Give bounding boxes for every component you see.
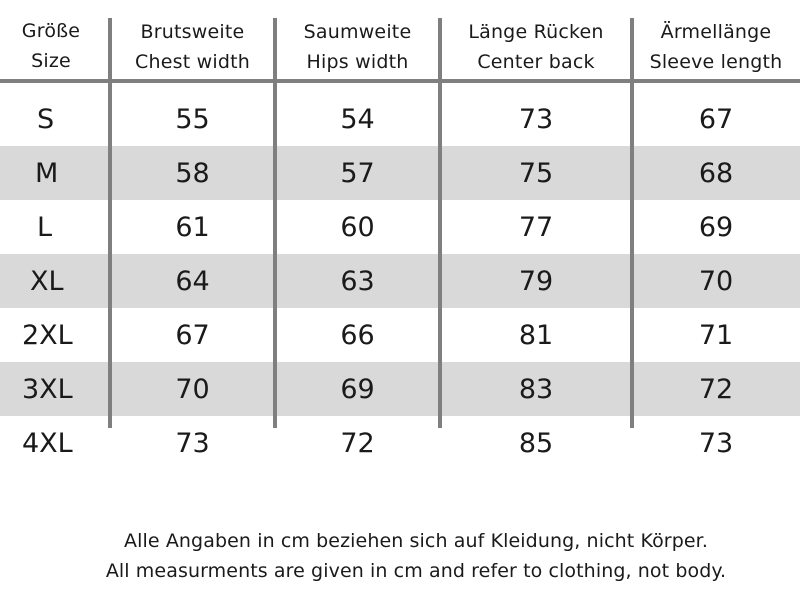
hips-cell: 69 (340, 373, 375, 405)
note-german: Alle Angaben in cm beziehen sich auf Kle… (124, 530, 708, 552)
back-cell: 85 (518, 427, 554, 459)
back-cell: 75 (518, 157, 554, 189)
sleeve-cell: 73 (698, 427, 734, 459)
header-chest-width: Brutsweite Chest width (110, 14, 275, 80)
header-size: Größe Size (0, 14, 110, 80)
table-row: L 61 60 77 69 (0, 200, 800, 254)
sleeve-cell: 69 (698, 211, 734, 243)
chest-cell: 64 (175, 265, 210, 297)
back-cell: 83 (518, 373, 554, 405)
header-chest-line2: Chest width (135, 51, 250, 73)
header-hips-width: Saumweite Hips width (275, 14, 440, 80)
hips-cell: 57 (340, 157, 375, 189)
chest-cell: 61 (175, 211, 210, 243)
hips-cell: 72 (340, 427, 375, 459)
sleeve-cell: 67 (698, 103, 734, 135)
column-divider (438, 18, 442, 428)
size-cell: XL (30, 265, 64, 297)
sleeve-cell: 68 (698, 157, 734, 189)
header-sleeve-line2: Sleeve length (649, 51, 783, 73)
back-cell: 79 (518, 265, 554, 297)
table-row: 2XL 67 66 81 71 (0, 308, 800, 362)
back-cell: 73 (518, 103, 554, 135)
chest-cell: 58 (175, 157, 210, 189)
column-divider (108, 18, 112, 428)
header-sleeve-line1: Ärmellänge (660, 21, 772, 43)
size-cell: 3XL (22, 373, 73, 405)
chest-cell: 67 (175, 319, 210, 351)
header-back-line1: Länge Rücken (468, 21, 604, 43)
size-cell: M (35, 157, 59, 189)
header-size-line2: Size (31, 50, 71, 72)
sleeve-cell: 72 (698, 373, 734, 405)
size-cell: L (37, 211, 53, 243)
table-row: S 55 54 73 67 (0, 92, 800, 146)
hips-cell: 63 (340, 265, 375, 297)
sleeve-cell: 71 (698, 319, 734, 351)
column-divider (273, 18, 277, 428)
table-row: M 58 57 75 68 (0, 146, 800, 200)
header-center-back: Länge Rücken Center back (440, 14, 632, 80)
sleeve-cell: 70 (698, 265, 734, 297)
back-cell: 81 (518, 319, 554, 351)
size-cell: 4XL (22, 427, 73, 459)
chest-cell: 70 (175, 373, 210, 405)
back-cell: 77 (518, 211, 554, 243)
chest-cell: 73 (175, 427, 210, 459)
chest-cell: 55 (175, 103, 210, 135)
header-divider (0, 79, 800, 83)
header-size-line1: Größe (21, 20, 81, 42)
header-sleeve-length: Ärmellänge Sleeve length (632, 14, 800, 80)
note-english: All measurments are given in cm and refe… (105, 560, 727, 582)
column-divider (630, 18, 634, 428)
header-back-line2: Center back (477, 51, 595, 73)
table-row: XL 64 63 79 70 (0, 254, 800, 308)
table-row: 4XL 73 72 85 73 (0, 416, 800, 470)
table-row: 3XL 70 69 83 72 (0, 362, 800, 416)
hips-cell: 54 (340, 103, 375, 135)
size-chart-table: Größe Size Brutsweite Chest width Saumwe… (0, 14, 800, 470)
hips-cell: 60 (340, 211, 375, 243)
size-cell: 2XL (22, 319, 73, 351)
header-chest-line1: Brutsweite (140, 21, 245, 43)
header-hips-line2: Hips width (306, 51, 409, 73)
hips-cell: 66 (340, 319, 375, 351)
size-cell: S (37, 103, 55, 135)
header-hips-line1: Saumweite (303, 21, 412, 43)
